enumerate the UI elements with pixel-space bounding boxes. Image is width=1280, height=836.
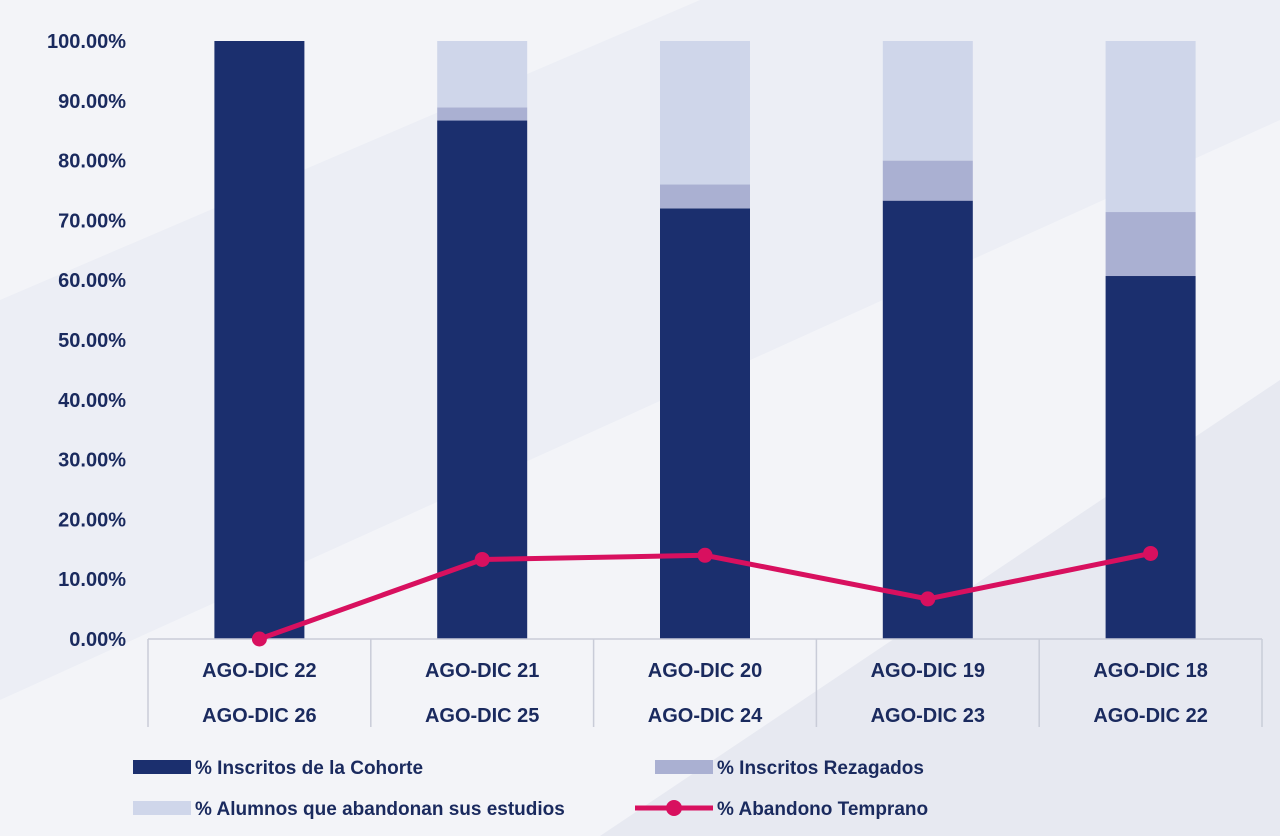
y-tick-label: 70.00% [58, 210, 126, 232]
bar-segment-series-0 [660, 208, 750, 639]
category-label-bottom: AGO-DIC 25 [425, 705, 539, 727]
category-label-bottom: AGO-DIC 26 [202, 705, 316, 727]
bar-segment-series-2 [1105, 41, 1196, 213]
category-label-top: AGO-DIC 22 [202, 660, 316, 682]
bar-segment-series-1 [1105, 212, 1196, 277]
line-point [920, 591, 936, 607]
category-label-bottom: AGO-DIC 24 [648, 705, 763, 727]
legend-swatch [133, 801, 191, 815]
legend-swatch [133, 760, 191, 774]
category-label-bottom: AGO-DIC 22 [1093, 705, 1207, 727]
y-tick-label: 80.00% [58, 151, 126, 173]
line-series [251, 545, 1159, 647]
bar-segment-series-1 [882, 160, 973, 201]
y-tick-label: 10.00% [58, 569, 126, 591]
bar-segment-series-0 [214, 41, 305, 639]
bar-segment-series-2 [437, 41, 528, 108]
y-tick-label: 90.00% [58, 91, 126, 113]
line-point [251, 631, 267, 647]
bar-segment-series-0 [1105, 276, 1196, 639]
legend-label: % Abandono Temprano [717, 799, 928, 820]
y-tick-label: 20.00% [58, 509, 126, 531]
y-tick-label: 50.00% [58, 330, 126, 352]
bar-segment-series-1 [660, 184, 750, 209]
category-label-top: AGO-DIC 20 [648, 660, 762, 682]
y-tick-label: 100.00% [47, 31, 126, 53]
legend-swatch [655, 760, 713, 774]
legend-label: % Alumnos que abandonan sus estudios [195, 799, 565, 820]
y-axis-ticks: 0.00% 10.00% 20.00% 30.00% 40.00% 50.00% 60.00… [47, 31, 126, 651]
y-tick-label: 40.00% [58, 390, 126, 412]
category-label-top: AGO-DIC 18 [1093, 660, 1207, 682]
line-point [697, 547, 713, 563]
y-tick-label: 30.00% [58, 450, 126, 472]
line-point [1143, 545, 1159, 561]
y-tick-label: 60.00% [58, 270, 126, 292]
y-tick-label: 0.00% [69, 629, 126, 651]
line-point [474, 551, 490, 567]
bar-segment-series-2 [882, 41, 973, 161]
category-label-bottom: AGO-DIC 23 [871, 705, 985, 727]
legend: % Inscritos de la Cohorte % Inscritos Rez… [133, 758, 928, 820]
category-label-top: AGO-DIC 21 [425, 660, 539, 682]
category-label-top: AGO-DIC 19 [871, 660, 985, 682]
bar-segment-series-2 [660, 41, 750, 185]
bar-segment-series-1 [437, 107, 528, 121]
legend-label: % Inscritos de la Cohorte [195, 758, 423, 779]
legend-marker [666, 800, 682, 816]
legend-label: % Inscritos Rezagados [717, 758, 924, 779]
category-table: AGO-DIC 22 AGO-DIC 26 AGO-DIC 21 AGO-DIC 25… [147, 638, 1263, 727]
bar-segment-series-0 [882, 200, 973, 639]
